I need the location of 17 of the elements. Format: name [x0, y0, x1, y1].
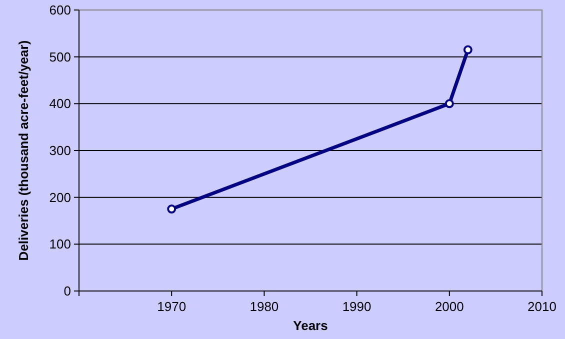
y-tick-label: 200 [49, 190, 71, 205]
y-axis-title: Deliveries (thousand acre-feet/year) [16, 40, 31, 261]
y-tick-label: 100 [49, 236, 71, 252]
x-tick-label: 2000 [434, 299, 464, 314]
y-tick-label: 600 [49, 2, 71, 18]
y-tick-label: 300 [49, 143, 71, 158]
y-tick-label: 0 [64, 284, 71, 299]
y-tick-label: 500 [49, 49, 71, 64]
x-tick-label: 1980 [250, 299, 279, 314]
x-tick-label: 2010 [528, 299, 556, 314]
x-tick-label: 1990 [342, 299, 372, 314]
x-axis-title: Years [293, 318, 328, 333]
point [444, 99, 454, 108]
x-tick-label: 1970 [157, 299, 186, 314]
y-tick-label: 400 [49, 96, 71, 112]
point [463, 45, 472, 54]
point [167, 204, 176, 214]
